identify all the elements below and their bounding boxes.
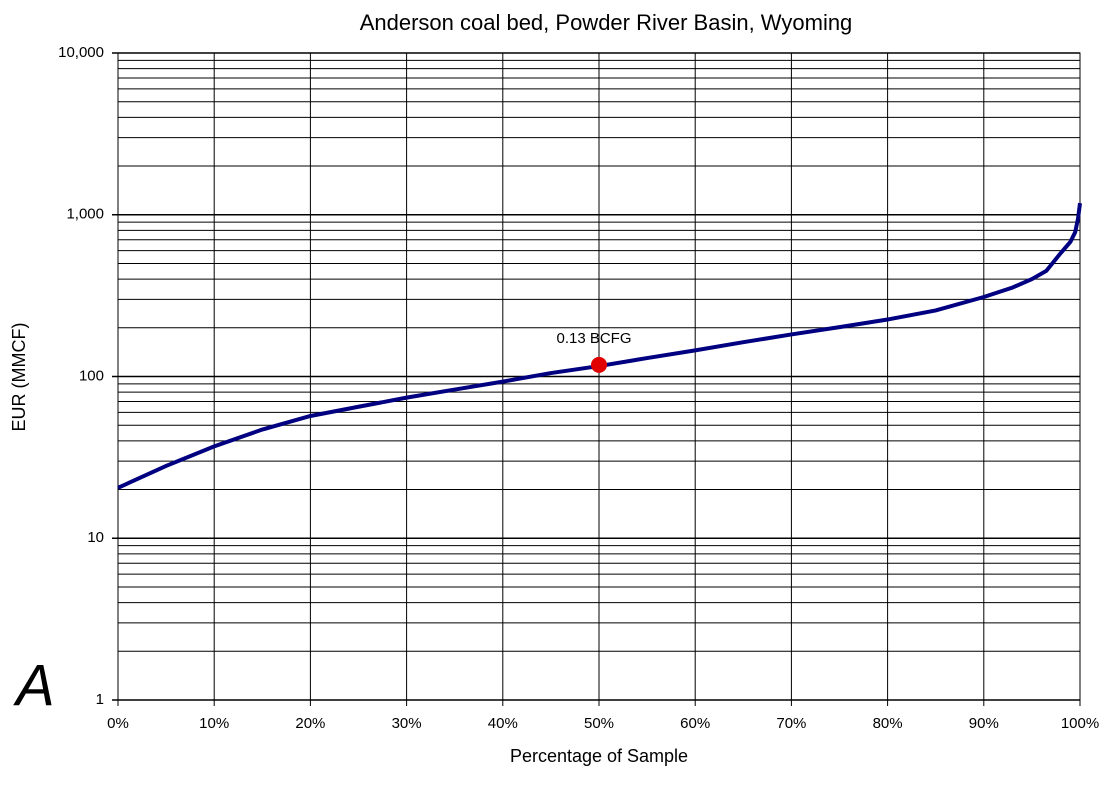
x-tick-label: 60%: [680, 715, 710, 732]
marker-label: 0.13 BCFG: [556, 330, 631, 347]
x-tick-label: 100%: [1061, 715, 1099, 732]
x-tick-label: 10%: [199, 715, 229, 732]
chart-title: Anderson coal bed, Powder River Basin, W…: [360, 10, 853, 35]
panel-label: A: [13, 653, 55, 718]
x-tick-label: 40%: [488, 715, 518, 732]
data-line: [117, 202, 1082, 490]
y-tick-label: 10,000: [58, 44, 104, 61]
y-axis-label: EUR (MMCF): [9, 323, 29, 432]
y-tick-label: 1: [96, 691, 104, 708]
x-tick-label: 0%: [107, 715, 129, 732]
median-marker: [591, 356, 607, 373]
x-axis-label: Percentage of Sample: [510, 746, 688, 766]
x-tick-label: 70%: [776, 715, 806, 732]
x-tick-label: 30%: [392, 715, 422, 732]
x-tick-label: 20%: [295, 715, 325, 732]
x-tick-label: 80%: [873, 715, 903, 732]
y-tick-label: 100: [79, 367, 104, 384]
x-tick-label: 90%: [969, 715, 999, 732]
x-tick-label: 50%: [584, 715, 614, 732]
y-tick-label: 1,000: [66, 206, 104, 223]
y-tick-label: 10: [87, 529, 104, 546]
